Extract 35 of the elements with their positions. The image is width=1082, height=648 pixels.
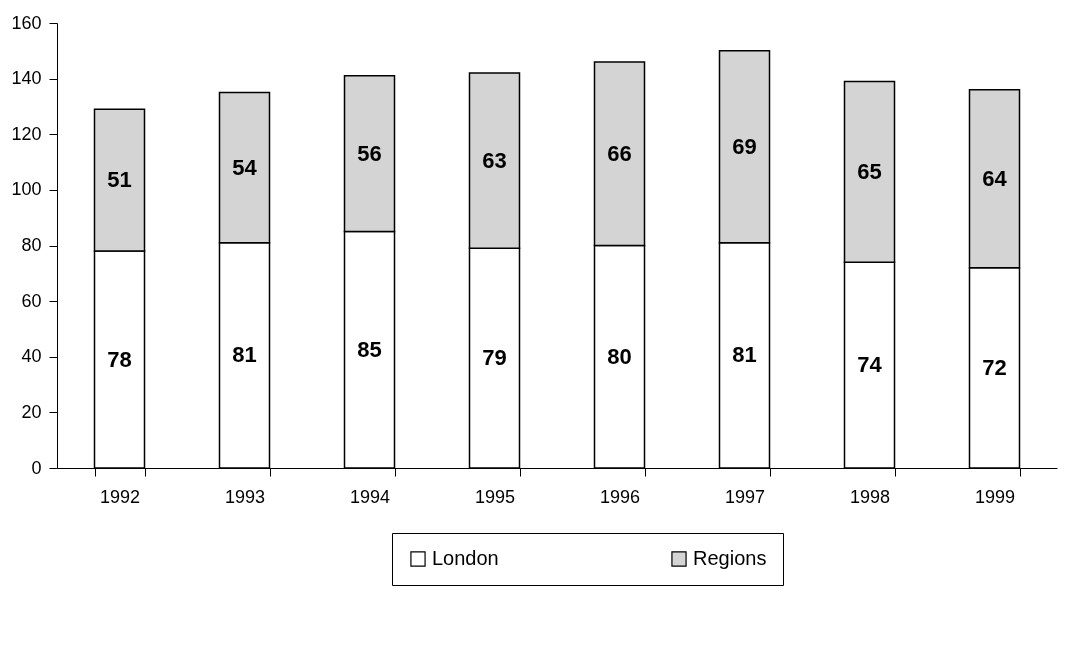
y-tick-label: 120 [11,123,42,144]
data-label: 74 [857,352,883,378]
data-label: 81 [232,342,257,368]
y-tick-label: 160 [11,12,42,33]
x-tick-label: 1995 [474,486,516,507]
x-tick-label: 1999 [974,486,1016,507]
data-label: 64 [982,165,1008,191]
y-tick-label: 60 [21,290,42,311]
data-label: 63 [482,147,507,173]
data-label: 85 [357,336,382,362]
x-tick-label: 1998 [849,486,891,507]
y-tick-label: 80 [21,235,42,255]
x-tick-label: 1994 [349,486,391,507]
y-tick-label: 0 [31,457,42,478]
y-tick-label: 20 [21,401,42,422]
data-label: 51 [107,167,132,193]
data-label: 54 [232,154,258,180]
y-tick-label: 100 [11,179,42,200]
x-tick-label: 1992 [99,486,141,507]
legend-label: Regions [693,547,767,569]
legend-label: London [432,547,499,569]
data-label: 80 [607,343,632,369]
data-label: 72 [982,354,1007,380]
data-label: 65 [857,158,882,184]
x-tick-label: 1993 [224,486,266,507]
y-tick-label: 140 [11,68,42,89]
data-label: 78 [107,346,132,372]
data-label: 81 [732,342,757,368]
data-label: 66 [607,140,632,166]
x-tick-label: 1996 [599,486,641,507]
y-tick-label: 40 [21,346,42,367]
data-label: 69 [732,133,757,159]
data-label: 79 [482,345,507,371]
data-label: 56 [357,140,382,166]
x-tick-label: 1997 [724,486,766,507]
